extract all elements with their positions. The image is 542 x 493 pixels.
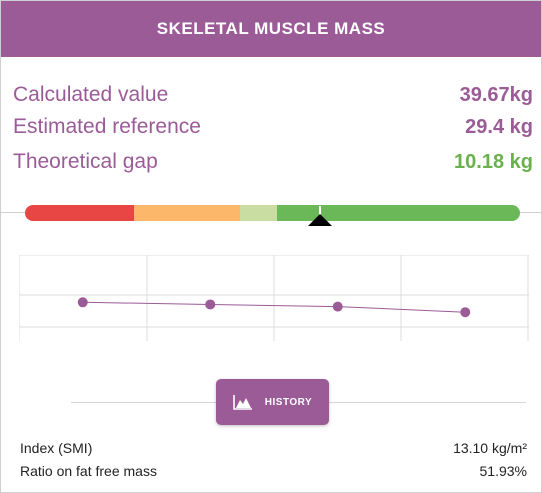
metric-value: 10.18 kg <box>454 151 533 173</box>
gauge-marker-tick <box>318 206 321 219</box>
index-value: 13.10 kg/m² <box>453 440 527 456</box>
data-point <box>332 301 343 312</box>
history-button-label: HISTORY <box>264 396 313 408</box>
index-row: Index (SMI) 13.10 kg/m² <box>20 440 527 456</box>
metric-label: Calculated value <box>13 83 169 106</box>
gauge-pointer-icon <box>307 214 332 226</box>
metric-row-gap: Theoretical gap 10.18 kg <box>13 150 533 174</box>
range-gauge <box>25 205 520 221</box>
data-point <box>205 299 216 310</box>
card-title: SKELETAL MUSCLE MASS <box>156 19 386 38</box>
ratio-label: Ratio on fat free mass <box>20 463 157 479</box>
gauge-segment-1 <box>25 205 134 221</box>
card-header: SKELETAL MUSCLE MASS <box>1 1 541 57</box>
history-button[interactable]: HISTORY <box>216 379 329 425</box>
area-chart-icon <box>232 395 252 410</box>
gauge-segment-4 <box>277 205 520 221</box>
metric-label: Theoretical gap <box>13 150 158 173</box>
metric-label: Estimated reference <box>13 115 201 138</box>
metric-value: 29.4 kg <box>465 116 533 138</box>
ratio-value: 51.93% <box>479 463 527 479</box>
metric-row-reference: Estimated reference 29.4 kg <box>13 115 533 139</box>
gauge-segment-3 <box>240 205 278 221</box>
metric-value: 39.67kg <box>459 84 533 106</box>
data-point <box>460 307 471 318</box>
ratio-row: Ratio on fat free mass 51.93% <box>20 463 527 479</box>
index-label: Index (SMI) <box>20 440 93 456</box>
series-line <box>82 301 466 313</box>
metric-row-calculated: Calculated value 39.67kg <box>13 83 533 107</box>
gauge-segment-2 <box>133 205 241 221</box>
data-point <box>77 297 88 308</box>
history-line-chart <box>19 255 529 341</box>
